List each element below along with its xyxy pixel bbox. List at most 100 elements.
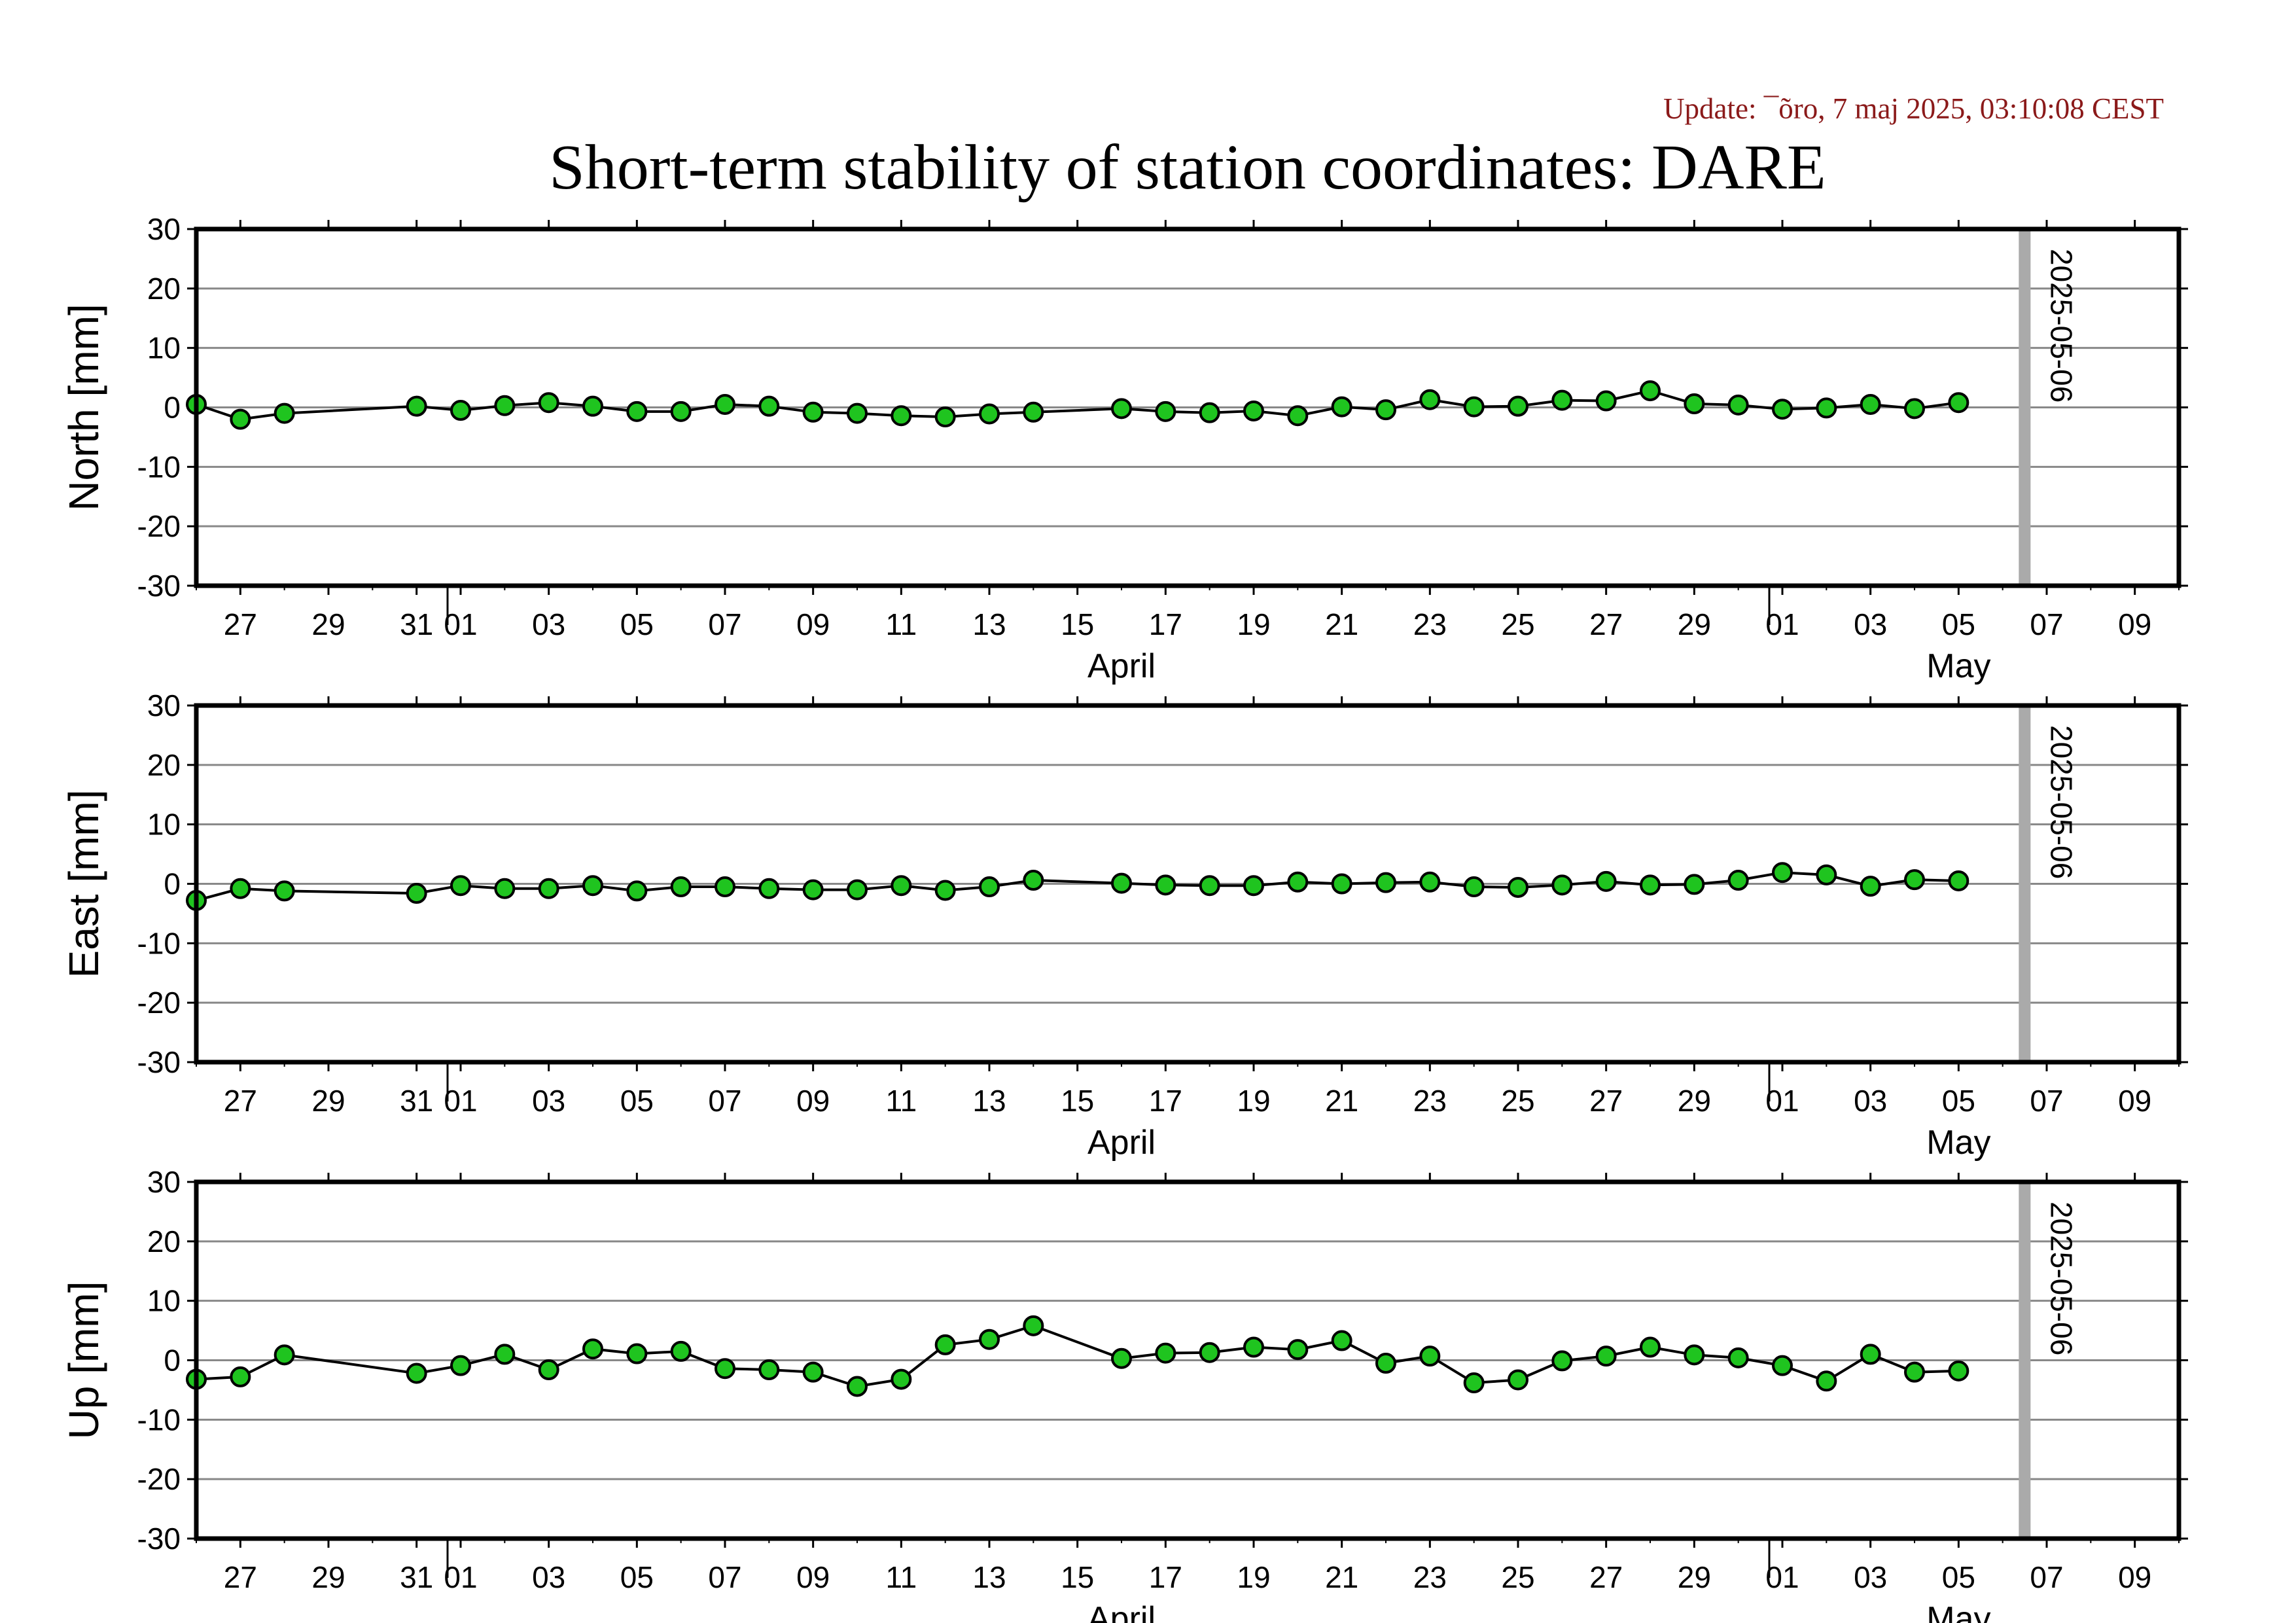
y-tick-label: -10 [137,450,181,484]
x-tick-label: 29 [311,1084,345,1118]
data-point [715,393,735,415]
x-tick-label: 19 [1237,607,1270,641]
data-point [1904,1361,1925,1383]
x-tick-label: 27 [1589,1084,1623,1118]
update-timestamp: Update: ¯õro, 7 maj 2025, 03:10:08 CEST [1663,92,2164,125]
data-point [1331,396,1352,418]
data-point [1023,1315,1044,1336]
data-point [1684,874,1705,895]
data-point [1595,1346,1617,1367]
x-tick-label: 03 [532,1084,565,1118]
x-tick-label: 31 [400,607,433,641]
x-tick-label: 13 [972,1084,1006,1118]
y-tick-label: 0 [164,391,181,425]
x-tick-label: 27 [224,1560,257,1594]
x-tick-label: 17 [1149,607,1182,641]
plot-frame [194,1179,2181,1541]
data-point [1860,876,1881,897]
data-point [626,401,648,422]
data-point [538,878,559,899]
x-tick-label: 07 [2030,607,2063,641]
data-point [1331,1330,1352,1351]
x-tick-label: 27 [224,1084,257,1118]
month-label: April [1087,1124,1156,1162]
data-point [1948,392,1969,414]
data-point [670,401,692,422]
x-tick-label: 03 [532,1560,565,1594]
x-tick-label: 29 [311,1560,345,1594]
x-tick-label: 01 [444,1084,477,1118]
data-point [1640,874,1661,896]
x-tick-label: 23 [1413,1084,1447,1118]
x-tick-label: 09 [796,1084,830,1118]
data-point [934,406,956,428]
data-point [406,883,427,904]
data-point [582,875,603,897]
x-tick-label: 07 [708,1084,741,1118]
x-tick-label: 27 [224,607,257,641]
data-point [1111,1347,1132,1369]
x-tick-label: 15 [1061,1084,1094,1118]
data-point [1551,874,1573,896]
y-tick-label: 10 [147,331,181,365]
y-tick-label: -30 [137,1522,181,1556]
data-point [715,1358,735,1380]
data-point [1243,1336,1264,1358]
y-tick-label: -30 [137,1045,181,1079]
data-point [1508,395,1528,417]
data-point [891,405,912,427]
data-point [1023,870,1044,891]
data-point [1419,871,1441,893]
data-point [670,1340,692,1362]
data-point [847,879,868,901]
x-tick-label: 21 [1325,1084,1358,1118]
x-tick-label: 31 [400,1560,433,1594]
x-tick-label: 27 [1589,607,1623,641]
x-tick-label: 11 [885,607,917,641]
date-marker-bar [2019,1182,2031,1539]
data-point [1287,1339,1309,1361]
data-point [450,400,471,421]
data-point [1375,1353,1396,1374]
x-tick-label: 05 [1942,1560,1975,1594]
x-tick-label: 19 [1237,1560,1270,1594]
y-axis-label: Up [mm] [60,1281,107,1440]
data-point [1375,872,1396,893]
data-point [1111,872,1132,894]
data-point [1948,870,1969,891]
data-point [1772,1355,1793,1376]
data-point [626,880,648,902]
data-point [1155,874,1176,896]
y-axis-label: North [mm] [60,304,107,510]
data-point [891,1368,912,1390]
x-tick-label: 03 [532,607,565,641]
date-marker-bar [2019,705,2031,1062]
data-point [847,1376,868,1397]
x-tick-label: 23 [1413,1560,1447,1594]
data-point [538,1359,559,1381]
data-point [1551,389,1573,411]
x-tick-label: 01 [1765,607,1799,641]
data-point [1331,873,1352,895]
data-point [758,1359,780,1381]
data-point [274,1344,295,1366]
chart-title: Short-term stability of station coordina… [549,132,1826,203]
x-tick-label: 29 [1678,1084,1711,1118]
data-point [1727,394,1749,416]
x-tick-label: 15 [1061,607,1094,641]
x-tick-label: 29 [311,607,345,641]
x-tick-label: 21 [1325,607,1358,641]
data-point [230,1366,251,1387]
x-tick-label: 31 [400,1084,433,1118]
x-tick-label: 09 [2118,607,2151,641]
y-tick-label: 30 [147,212,181,246]
data-point [802,1361,824,1383]
data-point [230,408,251,430]
data-point [1287,405,1309,427]
data-point [1684,1344,1705,1366]
x-tick-label: 11 [885,1560,917,1594]
x-tick-label: 29 [1678,607,1711,641]
y-tick-label: 20 [147,272,181,306]
data-point [1595,390,1617,412]
x-tick-label: 11 [885,1084,917,1118]
